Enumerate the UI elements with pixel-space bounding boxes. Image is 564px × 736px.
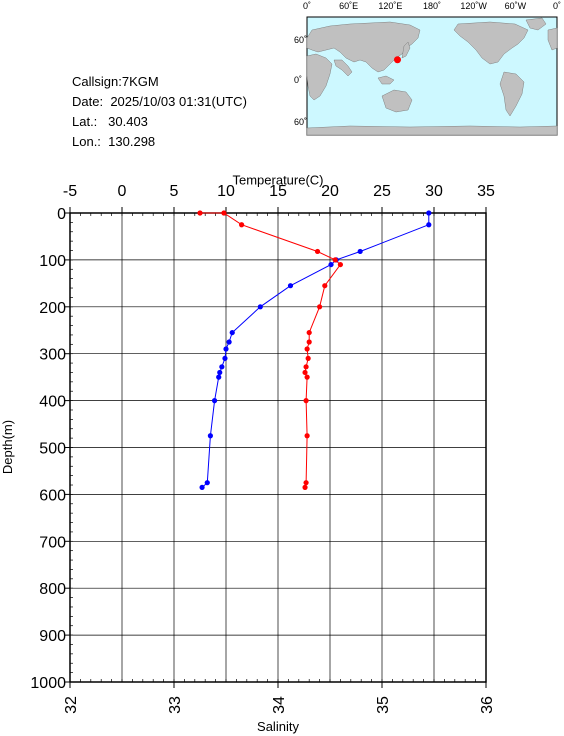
salinity-data-point bbox=[337, 261, 343, 268]
date-value: 2025/10/03 01:31(UTC) bbox=[110, 94, 247, 109]
chart-series bbox=[197, 210, 432, 490]
temperature-data-point bbox=[223, 346, 229, 352]
depth-tick-label: 100 bbox=[39, 253, 66, 270]
station-marker bbox=[393, 56, 401, 64]
map-longitude-label: 60˚W bbox=[505, 1, 527, 11]
lon-row: Lon.: 130.298 bbox=[72, 132, 247, 152]
salinity-data-point bbox=[317, 304, 323, 310]
map-longitude-label: 120˚W bbox=[460, 1, 487, 11]
temperature-data-point bbox=[226, 339, 232, 345]
temperature-data-point bbox=[357, 248, 363, 255]
salinity-data-point bbox=[304, 346, 310, 352]
map-latitude-label: 0˚ bbox=[294, 75, 302, 85]
depth-tick-label: 1000 bbox=[30, 675, 66, 692]
salinity-data-point bbox=[332, 257, 338, 263]
salinity-tick-label: 33 bbox=[167, 696, 184, 714]
salinity-tick-label: 35 bbox=[375, 696, 392, 714]
salinity-data-point bbox=[221, 210, 227, 216]
map-longitude-label: 0˚ bbox=[553, 1, 561, 11]
salinity-data-point bbox=[303, 480, 309, 486]
temperature-data-point bbox=[426, 222, 432, 228]
temperature-data-point bbox=[207, 433, 213, 439]
temperature-tick-label: 25 bbox=[373, 183, 391, 200]
temperature-data-point bbox=[426, 210, 432, 216]
lat-value: 30.403 bbox=[108, 114, 148, 129]
map-longitude-label: 60˚E bbox=[339, 1, 358, 11]
map-latitude-label: 60˚S bbox=[294, 117, 313, 127]
salinity-data-point bbox=[305, 355, 311, 361]
temperature-tick-label: 20 bbox=[321, 183, 339, 200]
temperature-axis-ticks: -5 0 5 10 15 20 25 30 35 bbox=[63, 183, 495, 213]
map-longitude-label: 0˚ bbox=[303, 1, 311, 11]
depth-tick-label: 0 bbox=[57, 206, 66, 223]
temperature-data-point bbox=[229, 329, 235, 336]
temperature-data-point bbox=[219, 364, 225, 370]
lat-label: Lat.: bbox=[72, 114, 98, 129]
temperature-tick-label: 10 bbox=[217, 183, 235, 200]
salinity-data-point bbox=[303, 398, 309, 404]
depth-tick-label: 700 bbox=[39, 534, 66, 551]
date-row: Date: 2025/10/03 01:31(UTC) bbox=[72, 92, 247, 112]
temperature-data-point bbox=[257, 304, 263, 310]
depth-axis-ticks: 0 100 200 300 400 500 600 700 800 900 1000 bbox=[30, 206, 70, 692]
temperature-data-point bbox=[287, 283, 294, 289]
salinity-tick-label: 36 bbox=[479, 696, 496, 714]
map-latitude-labels: 60˚N 0˚ 60˚S bbox=[294, 35, 314, 127]
lon-value: 130.298 bbox=[108, 134, 156, 149]
salinity-data-point bbox=[304, 433, 310, 439]
temperature-tick-label: 35 bbox=[477, 183, 495, 200]
depth-tick-label: 900 bbox=[39, 628, 66, 645]
salinity-data-point bbox=[306, 329, 312, 336]
salinity-data-point bbox=[302, 369, 308, 376]
date-label: Date: bbox=[72, 94, 104, 109]
temperature-data-point bbox=[216, 374, 222, 380]
salinity-data-point bbox=[302, 484, 308, 490]
callsign-value: 7KGM bbox=[121, 74, 159, 89]
depth-tick-label: 500 bbox=[39, 441, 66, 458]
salinity-tick-label: 34 bbox=[271, 696, 288, 714]
callsign-label: Callsign: bbox=[72, 74, 122, 89]
salinity-axis-label: Salinity bbox=[257, 719, 299, 734]
world-map: 0˚ 60˚E 120˚E 180˚ 120˚W 60˚W 0˚ 60˚N 0˚ 60˚S bbox=[294, 1, 561, 136]
salinity-axis-ticks: 32 33 34 35 36 bbox=[63, 682, 496, 714]
depth-tick-label: 400 bbox=[39, 394, 66, 411]
profile-chart: -5 0 5 10 15 20 25 30 35 32 33 34 35 36 0 100 200 300 40… bbox=[0, 173, 496, 734]
depth-tick-label: 800 bbox=[39, 581, 66, 598]
temperature-data-point bbox=[204, 480, 210, 486]
temperature-tick-label: 15 bbox=[269, 183, 287, 200]
temperature-tick-label: 30 bbox=[425, 183, 443, 200]
temperature-data-point bbox=[217, 369, 223, 376]
station-info: Callsign:7KGM Date: 2025/10/03 01:31(UTC… bbox=[72, 72, 247, 152]
temperature-data-point bbox=[328, 261, 334, 268]
temperature-data-point bbox=[199, 484, 205, 490]
temperature-data-point bbox=[211, 398, 218, 404]
map-latitude-label: 60˚N bbox=[294, 35, 314, 45]
salinity-data-point bbox=[322, 283, 328, 289]
map-land bbox=[306, 17, 558, 136]
depth-tick-label: 600 bbox=[39, 487, 66, 504]
temperature-profile-line bbox=[201, 213, 430, 488]
temperature-axis-label: Temperature(C) bbox=[232, 173, 323, 188]
depth-tick-label: 200 bbox=[39, 300, 66, 317]
salinity-data-point bbox=[197, 210, 203, 216]
map-longitude-label: 180˚ bbox=[423, 1, 441, 11]
callsign-row: Callsign:7KGM bbox=[72, 72, 247, 92]
salinity-data-point bbox=[239, 222, 245, 228]
salinity-data-point bbox=[304, 374, 310, 380]
salinity-data-point bbox=[306, 339, 312, 345]
salinity-data-point bbox=[314, 248, 321, 255]
temperature-tick-label: 0 bbox=[118, 183, 127, 200]
salinity-data-point bbox=[303, 364, 309, 370]
depth-tick-label: 300 bbox=[39, 347, 66, 364]
temperature-tick-label: 5 bbox=[170, 183, 179, 200]
lat-row: Lat.: 30.403 bbox=[72, 112, 247, 132]
salinity-tick-label: 32 bbox=[63, 696, 80, 714]
depth-axis-label: Depth(m) bbox=[0, 420, 15, 474]
temperature-tick-label: -5 bbox=[63, 183, 77, 200]
temperature-data-point bbox=[222, 355, 228, 361]
map-longitude-label: 120˚E bbox=[378, 1, 402, 11]
lon-label: Lon.: bbox=[72, 134, 101, 149]
